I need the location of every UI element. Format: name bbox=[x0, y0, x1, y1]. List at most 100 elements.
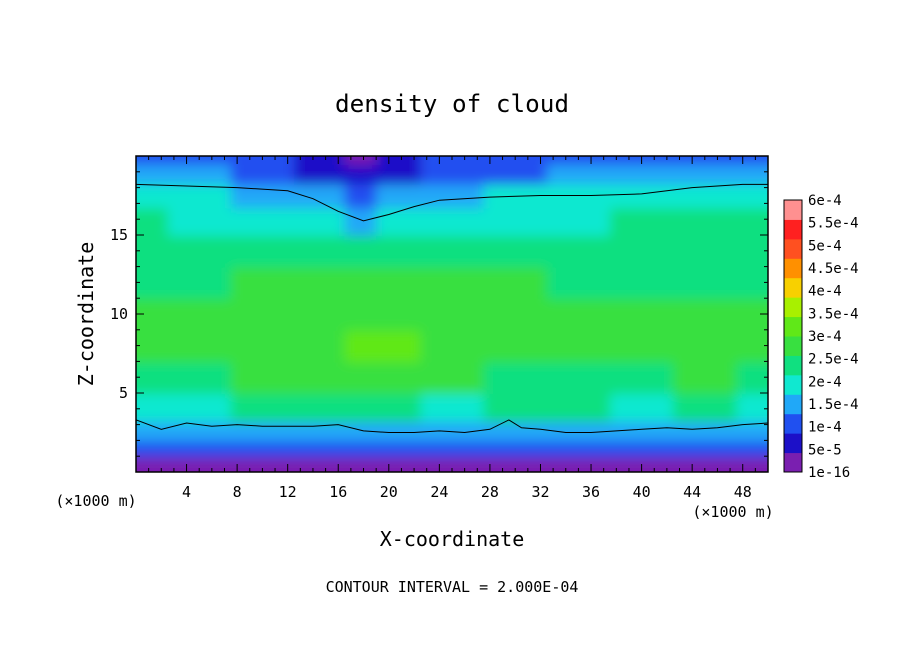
field-cell bbox=[546, 298, 611, 331]
field-cell bbox=[294, 420, 346, 442]
field-cell bbox=[344, 235, 378, 268]
field-cell bbox=[376, 393, 422, 422]
field-cell bbox=[376, 183, 422, 209]
field-cell bbox=[420, 361, 485, 394]
field-cell bbox=[376, 440, 422, 458]
colorbar-label: 1.5e-4 bbox=[808, 397, 859, 413]
field-cell bbox=[344, 183, 378, 209]
colorbar-label: 4.5e-4 bbox=[808, 261, 859, 277]
field-cell bbox=[294, 183, 346, 209]
field-cell bbox=[230, 361, 295, 394]
field-cell bbox=[483, 329, 548, 363]
field-cell bbox=[673, 183, 738, 209]
field-cell bbox=[673, 298, 738, 331]
field-cell bbox=[610, 235, 675, 268]
field-cell bbox=[420, 266, 485, 300]
field-cell bbox=[610, 266, 675, 300]
field-cell bbox=[344, 361, 378, 394]
field-cell bbox=[610, 361, 675, 394]
field-cell bbox=[167, 235, 232, 268]
field-cell bbox=[376, 266, 422, 300]
field-cell bbox=[344, 163, 378, 185]
field-cell bbox=[376, 235, 422, 268]
field-cell bbox=[610, 207, 675, 236]
field-cell bbox=[483, 361, 548, 394]
colorbar-swatch bbox=[784, 433, 802, 454]
y-tick-label: 10 bbox=[110, 305, 128, 323]
field-cell bbox=[483, 207, 548, 236]
colorbar-swatch bbox=[784, 219, 802, 240]
field-cell bbox=[483, 156, 548, 165]
field-cell bbox=[736, 183, 768, 209]
field-cell bbox=[230, 393, 295, 422]
x-axis-label: X-coordinate bbox=[380, 527, 525, 551]
field-cell bbox=[420, 440, 485, 458]
field-cell bbox=[230, 163, 295, 185]
field-cell bbox=[376, 207, 422, 236]
field-cell bbox=[230, 298, 295, 331]
field-cell bbox=[344, 440, 378, 458]
field-cell bbox=[167, 156, 232, 165]
field-cell bbox=[610, 183, 675, 209]
field-cell bbox=[673, 456, 738, 472]
contour-line-lower bbox=[136, 419, 768, 434]
colorbar-label: 2.5e-4 bbox=[808, 352, 859, 368]
field-cell bbox=[736, 163, 768, 185]
field-cell bbox=[673, 440, 738, 458]
field-cell bbox=[483, 456, 548, 472]
field-cell bbox=[136, 266, 169, 300]
field-cell bbox=[736, 235, 768, 268]
field-cell bbox=[167, 163, 232, 185]
colorbar-label: 1e-4 bbox=[808, 420, 842, 436]
x-tick-label: 28 bbox=[481, 483, 499, 501]
field-cell bbox=[230, 156, 295, 165]
colorbar-swatch bbox=[784, 238, 802, 259]
field-cell bbox=[420, 163, 485, 185]
colorbar-swatch bbox=[784, 297, 802, 318]
field-cell bbox=[420, 329, 485, 363]
field-cell bbox=[420, 235, 485, 268]
field-cell bbox=[230, 235, 295, 268]
colorbar-swatch bbox=[784, 394, 802, 415]
field-cell bbox=[420, 183, 485, 209]
field-cell bbox=[136, 329, 169, 363]
field-cell bbox=[344, 298, 378, 331]
field-cell bbox=[483, 420, 548, 442]
field-cell bbox=[230, 456, 295, 472]
field-cell bbox=[546, 361, 611, 394]
colorbar-label: 6e-4 bbox=[808, 193, 842, 209]
field-cell bbox=[294, 361, 346, 394]
field-cell bbox=[376, 298, 422, 331]
density-field bbox=[136, 156, 768, 472]
contour-interval-note: CONTOUR INTERVAL = 2.000E-04 bbox=[326, 578, 579, 596]
field-cell bbox=[344, 393, 378, 422]
colorbar-swatch bbox=[784, 258, 802, 279]
field-cell bbox=[546, 456, 611, 472]
colorbar-swatch bbox=[784, 316, 802, 337]
field-cell bbox=[420, 156, 485, 165]
field-cell bbox=[546, 156, 611, 165]
field-cell bbox=[136, 361, 169, 394]
field-cell bbox=[673, 266, 738, 300]
field-cell bbox=[294, 298, 346, 331]
contour-lines bbox=[136, 183, 768, 434]
x-unit-left: (×1000 m) bbox=[55, 492, 136, 510]
field-cell bbox=[546, 235, 611, 268]
field-cell bbox=[294, 266, 346, 300]
colorbar-swatch bbox=[784, 374, 802, 395]
contour-line-upper bbox=[136, 183, 768, 222]
field-cell bbox=[736, 266, 768, 300]
colorbar-swatch bbox=[784, 336, 802, 356]
field-cell bbox=[294, 235, 346, 268]
field-cell bbox=[167, 329, 232, 363]
field-cell bbox=[167, 298, 232, 331]
field-cell bbox=[673, 235, 738, 268]
field-cell bbox=[230, 266, 295, 300]
field-cell bbox=[294, 207, 346, 236]
field-cell bbox=[167, 420, 232, 442]
field-cell bbox=[610, 298, 675, 331]
field-cell bbox=[230, 207, 295, 236]
colorbar-label: 3.5e-4 bbox=[808, 306, 859, 322]
y-axis-label: Z-coordinate bbox=[74, 242, 98, 387]
